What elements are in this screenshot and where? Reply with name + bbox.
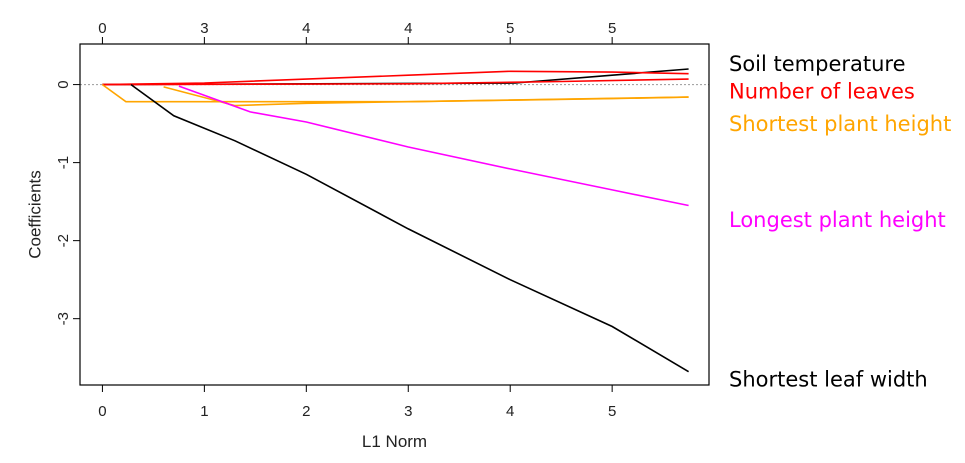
- series-label: Number of leaves: [729, 79, 915, 103]
- series-layer: [101, 68, 690, 373]
- bottom-axis: 0 1 2 3 4 5: [98, 385, 616, 420]
- top-tick-label: 5: [608, 20, 616, 37]
- top-tick-label: 4: [302, 20, 310, 37]
- series-line-4: [163, 86, 689, 107]
- series-line-2: [102, 78, 689, 86]
- top-axis: 0 3 4 4 5 5: [98, 20, 616, 44]
- right-edge-labels: Soil temperature Number of leaves Shortest…: [729, 52, 951, 391]
- plot-frame: [79, 43, 710, 386]
- series-line-1: [102, 70, 689, 86]
- x-tick-label: 2: [302, 403, 310, 420]
- top-tick-label: 3: [200, 20, 208, 37]
- y-axis-title: Coefficients: [25, 170, 44, 259]
- left-axis: 0 -1 -2 -3: [55, 80, 80, 325]
- x-tick-label: 3: [404, 403, 412, 420]
- y-tick-label: 0: [55, 80, 72, 88]
- x-tick-label: 4: [506, 403, 514, 420]
- series-label: Soil temperature: [729, 52, 906, 76]
- top-tick-label: 4: [404, 20, 412, 37]
- y-tick-label: -2: [55, 234, 72, 247]
- x-tick-label: 5: [608, 403, 616, 420]
- top-tick-label: 0: [98, 20, 106, 37]
- x-tick-label: 0: [98, 403, 106, 420]
- top-tick-label: 5: [506, 20, 514, 37]
- x-axis-title: L1 Norm: [362, 432, 427, 451]
- series-label: Shortest leaf width: [729, 367, 928, 391]
- series-label: Shortest plant height: [729, 112, 951, 136]
- y-tick-label: -1: [55, 156, 72, 169]
- x-tick-label: 1: [200, 403, 208, 420]
- y-tick-label: -3: [55, 312, 72, 325]
- series-line-5: [178, 85, 689, 207]
- series-label: Longest plant height: [729, 208, 946, 232]
- series-line-6: [130, 83, 690, 373]
